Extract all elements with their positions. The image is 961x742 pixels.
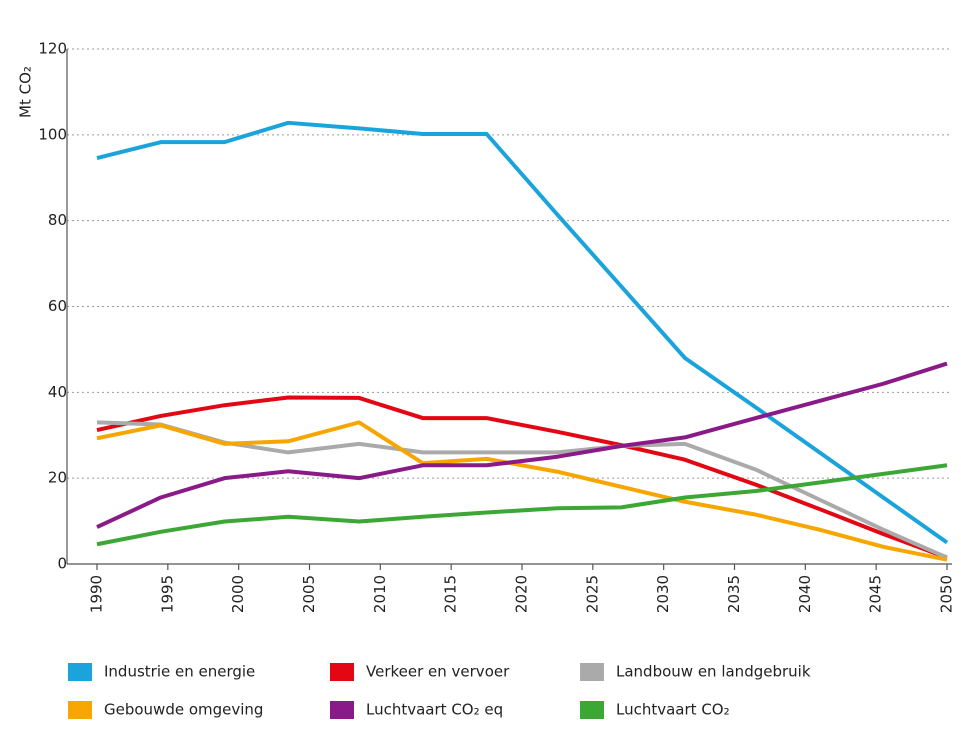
x-tick-label: 1990 [88,575,106,613]
legend-swatch [580,663,604,681]
x-tick-label: 1995 [158,575,176,613]
legend-swatch [580,701,604,719]
y-axis-label: Mt CO₂ [17,66,35,118]
y-tick-label: 120 [38,40,67,58]
x-tick-label: 2040 [796,575,814,613]
y-tick-label: 100 [38,125,67,143]
y-tick-label: 0 [57,555,67,573]
series-line [96,395,948,560]
legend-label: Industrie en energie [104,663,255,681]
x-tick-label: 2020 [513,575,531,613]
legend-swatch [68,701,92,719]
x-tick-label: 2015 [442,575,460,613]
x-tick-label: 2005 [300,575,318,613]
x-tick-label: 2045 [867,575,885,613]
legend-label: Luchtvaart CO₂ eq [366,701,503,719]
series-line [96,420,948,562]
legend-label: Gebouwde omgeving [104,701,263,719]
y-tick-label: 40 [48,383,67,401]
legend-label: Landbouw en landgebruik [616,663,811,681]
series-line [96,361,948,529]
legend-label: Luchtvaart CO₂ [616,701,730,719]
x-tick-label: 2000 [229,575,247,613]
y-tick-label: 80 [48,211,67,229]
legend-swatch [330,701,354,719]
series-line [96,120,949,545]
x-tick-label: 2050 [938,575,956,613]
x-tick-label: 2035 [725,575,743,613]
legend-swatch [330,663,354,681]
x-tick-label: 2030 [654,575,672,613]
y-tick-label: 20 [48,469,67,487]
x-tick-label: 2010 [371,575,389,613]
x-tick-label: 2025 [583,575,601,613]
y-tick-label: 60 [48,297,67,315]
legend-swatch [68,663,92,681]
series-line [96,463,948,547]
legend-label: Verkeer en vervoer [366,663,510,681]
